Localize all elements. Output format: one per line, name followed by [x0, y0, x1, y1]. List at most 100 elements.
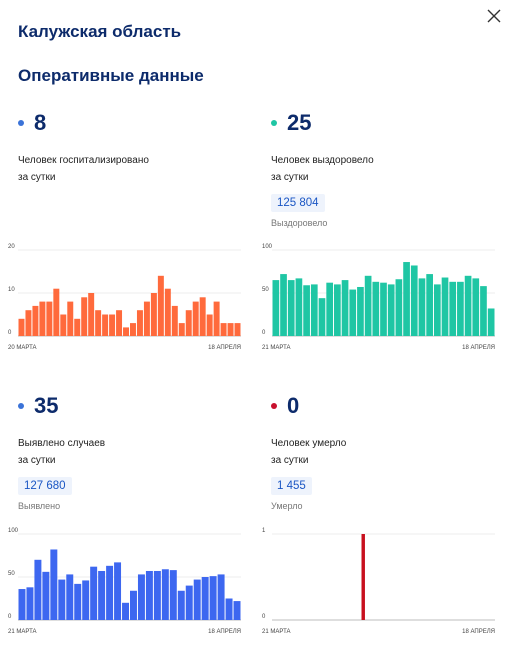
- chart-bar: [206, 314, 213, 336]
- description-line: за сутки: [18, 455, 56, 466]
- chart-bar: [234, 323, 241, 336]
- chart-bar: [410, 265, 418, 336]
- dot-icon: [271, 403, 277, 409]
- detected-description: Выявлено случаев за сутки: [18, 435, 253, 469]
- chart-bar: [82, 580, 90, 620]
- chart-bar: [395, 279, 403, 336]
- chart-bar: [153, 570, 161, 620]
- chart-bar: [34, 559, 42, 620]
- chart-bar: [32, 305, 39, 336]
- chart-bar: [157, 275, 164, 336]
- chart-bar: [318, 298, 326, 336]
- y-tick-label: 20: [8, 244, 15, 250]
- chart-bar: [88, 293, 95, 336]
- description-line: Человек умерло: [271, 438, 347, 449]
- chart-bar: [464, 275, 472, 336]
- x-end-label: 18 АПРЕЛЯ: [462, 345, 495, 351]
- chart-bar: [25, 310, 32, 336]
- detected-card: 35 Выявлено случаев за сутки 127 680 Выя…: [18, 395, 253, 511]
- chart-bar: [418, 278, 426, 336]
- chart-bar: [220, 323, 227, 336]
- deaths-value: 0: [287, 393, 300, 418]
- y-tick-label: 0: [262, 330, 266, 336]
- chart-bar: [42, 571, 50, 620]
- chart-bar: [122, 602, 129, 620]
- chart-bar: [303, 285, 310, 336]
- metric-row: 0: [271, 395, 506, 417]
- y-tick-label: 1: [262, 528, 266, 534]
- detected-value: 35: [34, 393, 59, 418]
- chart-bar: [150, 293, 157, 336]
- chart-bar: [58, 579, 66, 620]
- chart-bar: [334, 284, 341, 336]
- deaths-card: 0 Человек умерло за сутки 1 455 Умерло: [271, 395, 506, 511]
- chart-bar: [185, 585, 193, 620]
- chart-bar: [295, 278, 303, 336]
- chart-bar: [102, 314, 109, 336]
- chart-bar: [46, 301, 53, 336]
- y-tick-label: 10: [8, 287, 15, 293]
- chart-bar: [50, 549, 58, 620]
- chart-bar: [81, 297, 88, 336]
- chart-bar: [114, 562, 122, 620]
- chart-bar: [472, 278, 480, 336]
- recovered-total-label: Выздоровело: [271, 218, 328, 228]
- x-end-label: 18 АПРЕЛЯ: [208, 345, 241, 351]
- chart-bar: [116, 310, 123, 336]
- chart-bar: [457, 281, 464, 336]
- chart-bar: [357, 286, 364, 336]
- recovered-chart: 0 50 100 21 МАРТА 18 АПРЕЛЯ: [262, 244, 495, 351]
- detected-chart: 0 50 100 21 МАРТА 18 АПРЕЛЯ: [8, 528, 241, 635]
- chart-bar: [18, 318, 25, 336]
- chart-bar: [74, 583, 82, 620]
- y-tick-label: 0: [8, 330, 12, 336]
- hospitalized-card: 8 Человек госпитализировано за сутки: [18, 112, 253, 186]
- recovered-description: Человек выздоровело за сутки: [271, 152, 506, 186]
- chart-bar: [480, 286, 487, 336]
- x-start-label: 20 МАРТА: [8, 345, 37, 351]
- chart-bar: [90, 566, 98, 620]
- chart-bar: [171, 305, 178, 336]
- chart-bar: [310, 284, 318, 336]
- close-icon[interactable]: [484, 6, 504, 26]
- y-tick-label: 100: [8, 528, 19, 534]
- chart-bar: [372, 281, 380, 336]
- chart-bar: [178, 323, 185, 336]
- description-line: за сутки: [18, 172, 56, 183]
- chart-bar: [449, 281, 457, 336]
- description-line: Человек госпитализировано: [18, 155, 149, 166]
- hospitalized-value: 8: [34, 110, 47, 135]
- y-tick-label: 50: [262, 287, 269, 293]
- chart-bar: [433, 284, 441, 336]
- x-start-label: 21 МАРТА: [8, 629, 37, 635]
- chart-bar: [387, 284, 395, 336]
- chart-bar: [109, 314, 116, 336]
- x-end-label: 18 АПРЕЛЯ: [208, 629, 241, 635]
- chart-bar: [26, 587, 34, 620]
- dot-icon: [18, 403, 24, 409]
- chart-bar: [272, 280, 280, 336]
- chart-bar: [145, 570, 153, 620]
- recovered-total: 125 804: [271, 194, 325, 212]
- chart-bar: [185, 310, 192, 336]
- chart-bar: [130, 323, 136, 336]
- chart-bar: [225, 598, 233, 620]
- chart-bar: [326, 282, 334, 336]
- recovered-card: 25 Человек выздоровело за сутки 125 804 …: [271, 112, 506, 228]
- chart-bar: [364, 275, 372, 336]
- region-title: Калужская область: [18, 22, 182, 41]
- chart-bar: [106, 565, 114, 620]
- chart-bar: [164, 288, 171, 336]
- detected-total: 127 680: [18, 477, 72, 495]
- dot-icon: [18, 120, 24, 126]
- description-line: Человек выздоровело: [271, 155, 374, 166]
- chart-bar: [193, 579, 201, 620]
- chart-bar: [67, 301, 74, 336]
- chart-bar: [349, 289, 357, 336]
- hospitalized-chart: 0 10 20 20 МАРТА 18 АПРЕЛЯ: [8, 244, 241, 351]
- chart-bar: [227, 323, 234, 336]
- chart-bar: [136, 310, 143, 336]
- chart-bar: [426, 274, 433, 336]
- deaths-total-label: Умерло: [271, 501, 303, 511]
- chart-bar: [361, 534, 365, 620]
